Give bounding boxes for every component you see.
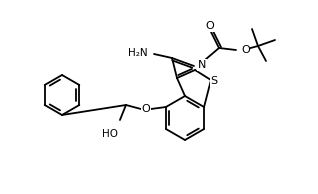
Text: O: O [206, 21, 214, 31]
Text: H₂N: H₂N [128, 48, 148, 58]
Text: O: O [241, 45, 250, 55]
Text: HO: HO [102, 129, 118, 139]
Text: O: O [142, 104, 150, 114]
Text: N: N [198, 60, 206, 70]
Text: S: S [211, 76, 218, 86]
